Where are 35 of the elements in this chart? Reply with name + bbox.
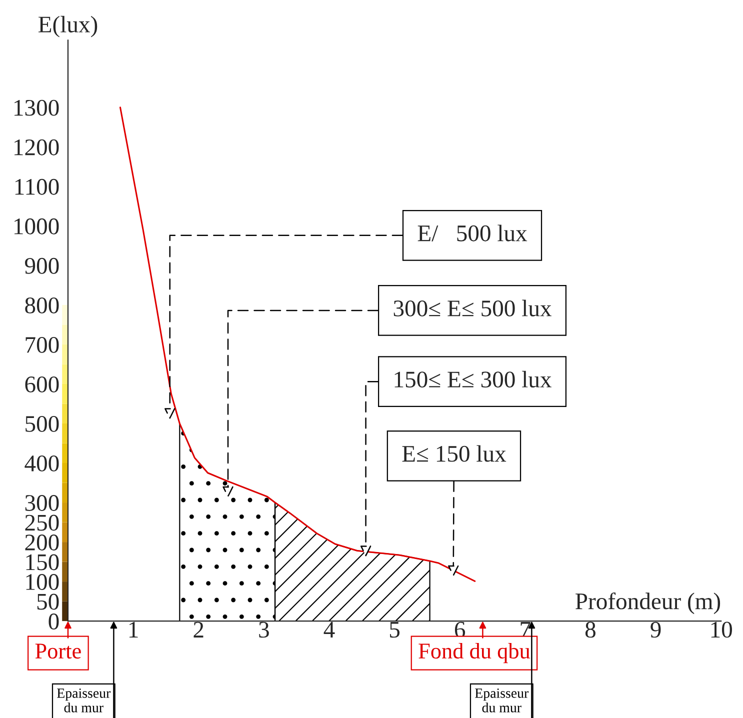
y-axis-title: E(lux) xyxy=(38,16,98,38)
y-tick-label: 300 xyxy=(25,495,59,511)
annotation: 300≤ E≤ 500 lux xyxy=(394,300,552,316)
x-tick-label: 3 xyxy=(259,622,269,638)
y-tick-label: 1100 xyxy=(15,178,59,195)
x-tick-label: 10 xyxy=(711,622,732,638)
x-tick-label: 5 xyxy=(390,622,400,638)
y-tick-label: 50 xyxy=(37,594,59,610)
y-tick-label: 1200 xyxy=(14,139,59,156)
y-tick-label: 900 xyxy=(24,258,59,274)
annotation: E≤ 150 lux xyxy=(402,445,506,462)
annotation: 150≤ E≤ 300 lux xyxy=(394,370,552,388)
y-tick-label: 150 xyxy=(26,554,59,570)
x-axis-title: Profondeur (m) xyxy=(576,592,720,614)
y-tick-label: 100 xyxy=(26,574,59,590)
x-tick-label: 4 xyxy=(324,622,335,638)
text: Epaisseur du mur xyxy=(475,688,529,712)
x-tick-label: 9 xyxy=(650,622,661,638)
y-tick-label: 200 xyxy=(25,534,59,550)
y-tick-label: 400 xyxy=(24,456,59,472)
x-tick-label: 8 xyxy=(585,622,596,638)
y-tick-label: 0 xyxy=(48,614,59,630)
y-tick-label: 700 xyxy=(26,336,59,353)
annotation: E/ 500 lux xyxy=(418,224,528,242)
y-tick-label: 1000 xyxy=(14,218,59,234)
y-tick-label: 500 xyxy=(26,416,59,432)
y-tick-label: 800 xyxy=(25,297,59,314)
x-tick-label: 2 xyxy=(194,622,204,638)
text: Epaisseur du mur xyxy=(57,688,111,712)
y-tick-label: 250 xyxy=(25,514,59,531)
text: Fond du qbu xyxy=(418,642,530,664)
x-tick-label: 1 xyxy=(129,622,138,638)
text: Porte xyxy=(35,644,81,659)
y-tick-label: 1300 xyxy=(14,100,59,116)
y-tick-label: 600 xyxy=(25,376,59,392)
